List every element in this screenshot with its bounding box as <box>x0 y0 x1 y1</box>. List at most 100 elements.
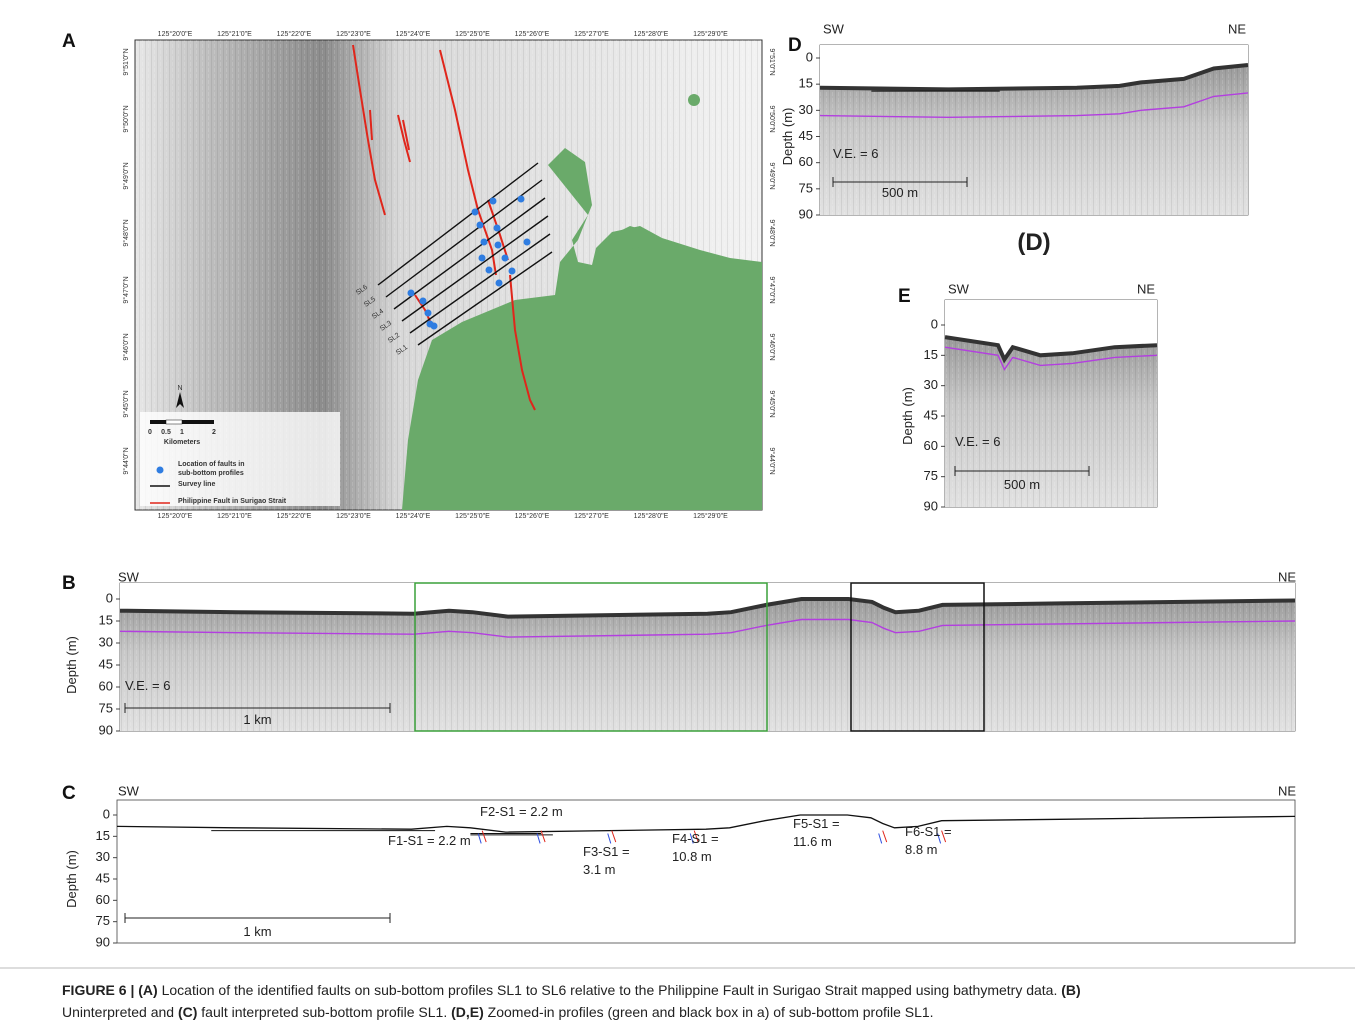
lat-tick-label: 9°49'0"N <box>768 162 776 189</box>
lon-tick-label: 125°21'0"E <box>217 512 252 520</box>
point <box>489 197 497 205</box>
scale-bar-segment <box>165 419 183 425</box>
lon-tick-label: 125°21'0"E <box>217 30 252 38</box>
point <box>478 254 486 262</box>
lat-tick-label: 9°46'0"N <box>768 333 776 360</box>
y-tick-label: 60 <box>96 892 110 907</box>
point <box>485 266 493 274</box>
panel-label: C <box>62 783 76 804</box>
scale-label: 500 m <box>882 185 918 200</box>
y-tick-label: 60 <box>99 678 113 693</box>
fault <box>439 49 497 276</box>
fault-annotation: F4-S1 = <box>672 831 719 846</box>
reflector <box>819 92 1249 119</box>
fault-mark <box>607 833 612 844</box>
seafloor <box>116 814 1296 833</box>
lon-tick-label: 125°24'0"E <box>396 30 431 38</box>
fault-annotation: F5-S1 = <box>793 816 840 831</box>
point <box>508 267 516 275</box>
fault-annotation: F1-S1 = 2.2 m <box>388 833 471 848</box>
legend-point <box>156 466 164 474</box>
scale-tick-label: 2 <box>212 429 216 436</box>
seafloor <box>819 63 1249 92</box>
lon-tick-label: 125°22'0"E <box>277 30 312 38</box>
lat-tick-label: 9°45'0"N <box>768 390 776 417</box>
y-tick-label: 0 <box>106 590 113 605</box>
fault-annotation: 10.8 m <box>672 849 712 864</box>
direction-label: SW <box>948 281 970 296</box>
y-tick-label: 0 <box>806 49 813 64</box>
survey-line <box>417 251 553 346</box>
direction-label: SW <box>118 569 140 584</box>
caption-segment: Zoomed-in profiles (green and black box … <box>484 1004 934 1020</box>
lon-tick-label: 125°23'0"E <box>336 512 371 520</box>
y-tick-label: 75 <box>96 913 110 928</box>
lon-tick-label: 125°27'0"E <box>574 512 609 520</box>
lat-tick-label: 9°44'0"N <box>768 447 776 474</box>
y-axis-title: Depth (m) <box>900 387 915 445</box>
direction-label: SW <box>823 21 845 36</box>
lon-tick-label: 125°25'0"E <box>455 512 490 520</box>
lat-tick-label: 9°47'0"N <box>768 276 776 303</box>
sediment-texture <box>820 65 1248 215</box>
point <box>430 322 438 330</box>
lon-tick-label: 125°25'0"E <box>455 30 490 38</box>
survey-line <box>385 179 543 298</box>
seafloor <box>119 597 1296 619</box>
survey-line <box>377 162 539 286</box>
point <box>494 241 502 249</box>
y-tick-label: 45 <box>924 407 938 422</box>
point <box>424 309 432 317</box>
legend-label: Philippine Fault in Surigao Strait <box>178 498 287 505</box>
y-axis-title: Depth (m) <box>64 850 79 908</box>
faults <box>352 44 536 411</box>
lat-tick-label: 9°48'0"N <box>768 219 776 246</box>
survey-lines <box>377 162 553 346</box>
fault-annotation: F3-S1 = <box>583 844 630 859</box>
lon-tick-label: 125°26'0"E <box>515 512 550 520</box>
lat-tick-label: 9°45'0"N <box>122 390 130 417</box>
lat-tick-label: 9°47'0"N <box>122 276 130 303</box>
map <box>134 39 763 511</box>
fault-annotation: 8.8 m <box>905 842 938 857</box>
lon-tick-label: 125°20'0"E <box>158 512 193 520</box>
survey-line <box>409 233 551 334</box>
y-axis-title: Depth (m) <box>64 636 79 694</box>
lat-tick-label: 9°51'0"N <box>768 48 776 75</box>
legend-label: Location of faults in sub-bottom profiles <box>178 461 245 477</box>
point <box>480 238 488 246</box>
sediment-texture <box>945 337 1157 507</box>
fault-mark <box>540 830 546 843</box>
fault-mark <box>477 833 482 844</box>
fault-mark <box>689 833 694 844</box>
scale-tick-label: 1 <box>180 429 184 436</box>
water <box>820 45 1248 90</box>
survey-line <box>393 197 546 310</box>
lon-tick-label: 125°22'0"E <box>277 512 312 520</box>
lon-tick-label: 125°28'0"E <box>634 30 669 38</box>
y-tick-label: 75 <box>799 180 813 195</box>
y-tick-label: 90 <box>99 722 113 737</box>
fault-points <box>407 195 531 330</box>
y-tick-label: 45 <box>99 656 113 671</box>
legend-label-line: Location of faults in <box>178 461 245 468</box>
fault-annotation: F2-S1 = 2.2 m <box>480 804 563 819</box>
point <box>471 208 479 216</box>
panel-label: E <box>898 286 911 307</box>
point <box>419 297 427 305</box>
lon-tick-label: 125°26'0"E <box>515 30 550 38</box>
panel-label: B <box>62 573 76 594</box>
caption-segment: FIGURE 6 | (A) <box>62 982 158 998</box>
lat-tick-label: 9°44'0"N <box>122 447 130 474</box>
legend-label-line: sub-bottom profiles <box>178 470 244 477</box>
ve-label: V.E. = 6 <box>125 678 170 693</box>
panel-label: D <box>788 35 802 56</box>
y-tick-label: 15 <box>924 347 938 362</box>
sediment-texture <box>120 599 1295 731</box>
y-tick-label: 30 <box>799 102 813 117</box>
y-tick-label: 45 <box>799 128 813 143</box>
fault <box>487 199 509 261</box>
fault-annotation: 3.1 m <box>583 862 616 877</box>
fault-mark <box>882 830 888 843</box>
